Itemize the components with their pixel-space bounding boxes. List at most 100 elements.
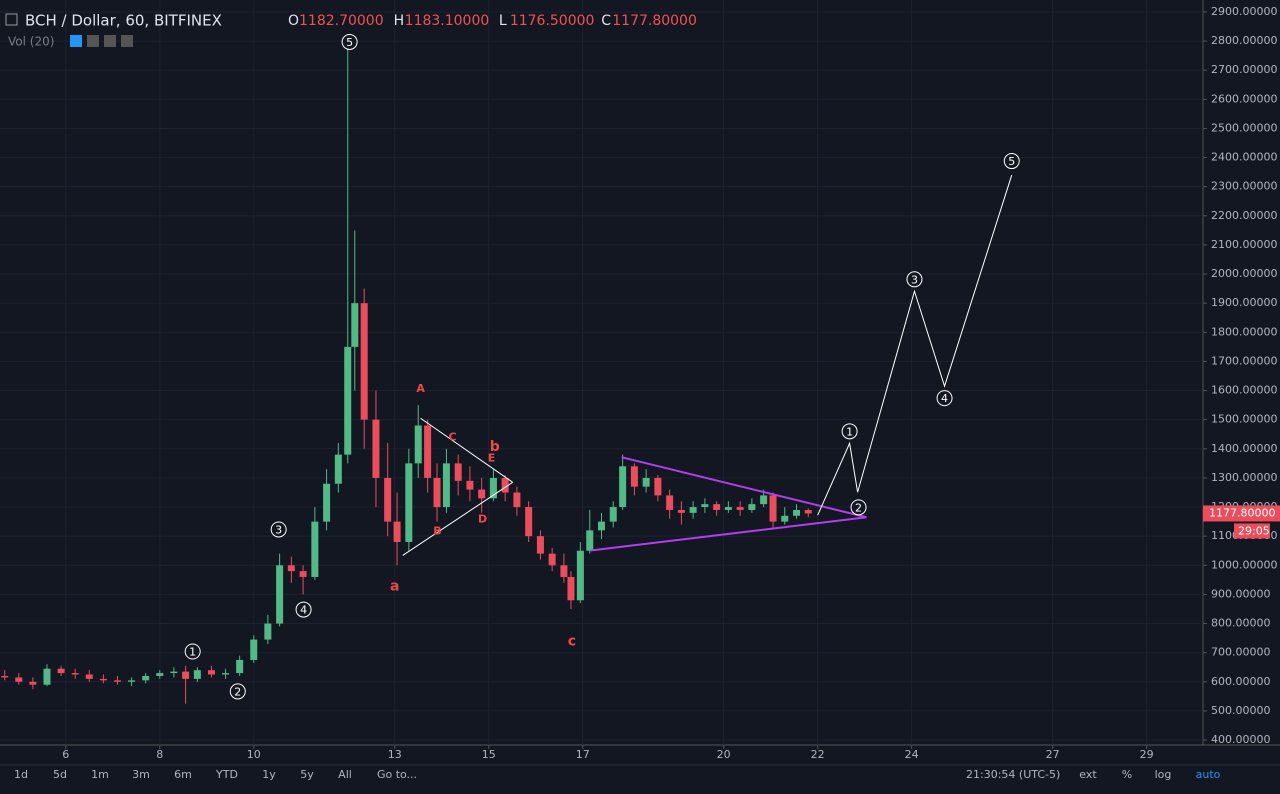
- ohlc-key: L: [499, 13, 507, 29]
- last-price-label: 1177.80000: [1209, 506, 1275, 519]
- plot: [1, 46, 812, 704]
- y-tick-label: 2700.00000: [1211, 63, 1277, 76]
- candle-body: [713, 504, 721, 510]
- candle-body: [414, 425, 422, 464]
- x-tick-label: 22: [811, 748, 825, 761]
- y-tick-label: 1900.00000: [1211, 296, 1277, 309]
- toolbar-toggle[interactable]: ext: [1079, 768, 1097, 781]
- toolbar-toggle[interactable]: auto: [1196, 768, 1221, 781]
- eye-icon[interactable]: [70, 35, 82, 47]
- candle-body: [748, 504, 756, 510]
- wave-label: 4: [300, 604, 307, 617]
- candle-body: [344, 346, 352, 455]
- toolbar-button[interactable]: 1y: [262, 768, 276, 781]
- candle-body: [351, 303, 359, 347]
- ohlc-key: C: [601, 13, 611, 29]
- toolbar-button[interactable]: 3m: [132, 768, 150, 781]
- candle-body: [156, 673, 164, 676]
- add-icon[interactable]: [104, 35, 116, 47]
- wave-circle: [936, 390, 953, 407]
- x-tick-label: 24: [905, 748, 919, 761]
- candle-body: [619, 466, 627, 508]
- ui: BCH / Dollar, 60, BITFINEX Vol (20) 400.…: [5, 5, 1280, 781]
- candle-body: [478, 489, 486, 499]
- candle-body: [393, 521, 401, 543]
- candle-body: [781, 515, 789, 522]
- candle-body: [666, 495, 674, 510]
- candle-body: [609, 507, 617, 522]
- countdown: 29:05: [1238, 524, 1270, 537]
- y-tick-label: 2400.00000: [1211, 151, 1277, 164]
- candle-body: [525, 507, 533, 537]
- y-tick-label: 2800.00000: [1211, 34, 1277, 47]
- candle-body: [598, 521, 605, 531]
- toolbar-button[interactable]: 5y: [300, 768, 314, 781]
- y-tick-label: 1700.00000: [1211, 354, 1277, 367]
- last-price-tag: [1203, 505, 1280, 522]
- candle-body: [736, 507, 744, 510]
- candle-body: [793, 509, 801, 516]
- candle-body: [360, 303, 368, 420]
- wave-label: D: [478, 512, 487, 525]
- candle-body: [501, 477, 509, 493]
- toolbar-button[interactable]: 6m: [174, 768, 192, 781]
- wave-circle: [270, 521, 287, 538]
- candle-body: [760, 495, 768, 505]
- drawing-line: [402, 481, 513, 556]
- candle-body: [29, 681, 37, 685]
- y-tick-label: 1400.00000: [1211, 442, 1277, 455]
- candle-body: [222, 673, 230, 675]
- countdown-tag: [1234, 523, 1270, 539]
- toolbar-button[interactable]: 1d: [14, 768, 28, 781]
- candle-body: [454, 463, 462, 481]
- candle-body: [769, 495, 777, 522]
- ohlc-key: H: [394, 13, 405, 29]
- y-tick-label: 1300.00000: [1211, 471, 1277, 484]
- settings-icon[interactable]: [87, 35, 99, 47]
- candle-body: [323, 483, 331, 522]
- candle-body: [43, 668, 51, 685]
- y-tick-label: 800.00000: [1211, 617, 1271, 630]
- candle-body: [466, 480, 474, 490]
- candle-body: [71, 673, 79, 675]
- drawing-line: [621, 456, 867, 519]
- toolbar-button[interactable]: Go to...: [377, 768, 417, 781]
- toolbar-toggle[interactable]: log: [1155, 768, 1172, 781]
- y-tick-label: 2500.00000: [1211, 121, 1277, 134]
- candle-body: [182, 671, 190, 679]
- ohlc-key: O: [288, 13, 299, 29]
- toolbar-button[interactable]: 1m: [91, 768, 109, 781]
- candle-body: [654, 477, 662, 496]
- wave-label: c: [568, 633, 576, 649]
- overlay: 1 2 3 4 5 1 2 3 4 5 a b c A B C D E: [184, 33, 1020, 700]
- wave-label: b: [490, 439, 500, 455]
- wave-label: B: [433, 524, 441, 537]
- wave-label: 3: [275, 523, 282, 536]
- y-tick-label: 2200.00000: [1211, 209, 1277, 222]
- x-tick-label: 17: [576, 748, 590, 761]
- y-tick-label: 500.00000: [1211, 704, 1271, 717]
- toolbar-button[interactable]: 5d: [53, 768, 67, 781]
- wave-circle: [295, 601, 312, 618]
- y-tick-label: 2300.00000: [1211, 180, 1277, 193]
- wave-label: 5: [1008, 155, 1015, 168]
- x-tick-label: 6: [62, 748, 69, 761]
- ohlc-value: 1183.10000: [405, 13, 490, 29]
- y-tick-label: 1600.00000: [1211, 384, 1277, 397]
- toolbar-button[interactable]: All: [338, 768, 352, 781]
- wave-label: 5: [346, 36, 353, 49]
- menu-icon[interactable]: [5, 13, 18, 26]
- wave-label: C: [448, 430, 456, 443]
- y-tick-label: 900.00000: [1211, 587, 1271, 600]
- toolbar-button[interactable]: YTD: [215, 768, 238, 781]
- x-tick-label: 8: [156, 748, 163, 761]
- drawing-line: [817, 174, 1013, 516]
- drawing-line: [590, 516, 867, 552]
- candle-body: [236, 659, 244, 674]
- wave-label: E: [488, 451, 496, 464]
- candle-body: [276, 565, 284, 624]
- toolbar-toggle[interactable]: %: [1122, 768, 1132, 781]
- wave-label: A: [416, 382, 425, 395]
- close-icon[interactable]: [121, 35, 133, 47]
